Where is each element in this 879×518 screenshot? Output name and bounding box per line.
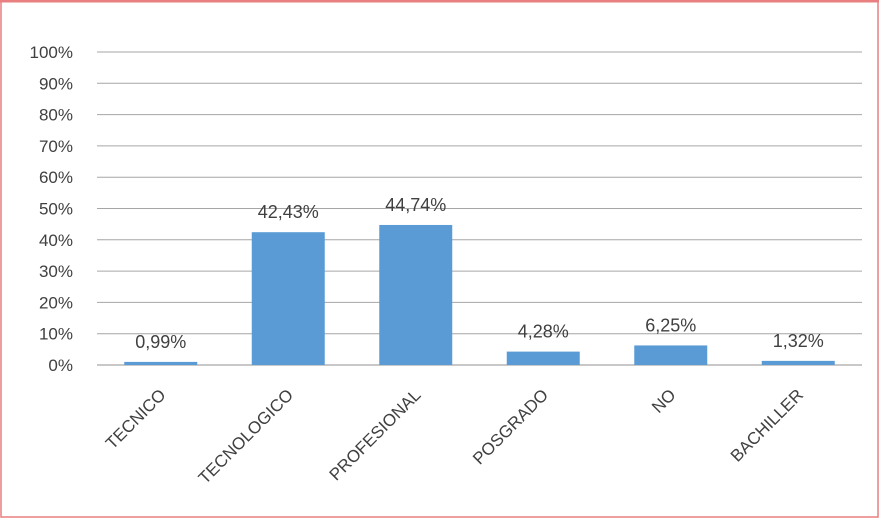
y-tick-label: 90%	[39, 74, 73, 93]
y-tick-label: 30%	[39, 262, 73, 281]
y-axis-ticks: 0% 10% 20% 30% 40% 50% 60% 70% 80% 90% 100%	[30, 43, 73, 375]
data-label: 0,99%	[135, 332, 186, 352]
bar	[124, 361, 198, 365]
bar	[506, 351, 580, 365]
y-tick-label: 60%	[39, 168, 73, 187]
y-tick-label: 40%	[39, 231, 73, 250]
y-tick-label: 0%	[48, 356, 73, 375]
y-tick-label: 10%	[39, 325, 73, 344]
bar	[379, 224, 453, 365]
y-tick-label: 70%	[39, 137, 73, 156]
y-tick-label: 80%	[39, 106, 73, 125]
bar	[634, 345, 708, 365]
bar	[251, 232, 325, 365]
data-label: 4,28%	[518, 322, 569, 342]
data-label: 1,32%	[773, 331, 824, 351]
data-label: 6,25%	[645, 315, 696, 335]
bar	[761, 360, 835, 365]
y-tick-label: 20%	[39, 293, 73, 312]
y-tick-label: 50%	[39, 200, 73, 219]
bars	[124, 224, 835, 365]
gridlines	[97, 51, 862, 366]
data-labels: 0,99% 42,43% 44,74% 4,28% 6,25% 1,32%	[135, 195, 824, 352]
data-label: 42,43%	[258, 202, 319, 222]
y-tick-label: 100%	[30, 43, 73, 62]
data-label: 44,74%	[385, 195, 446, 215]
